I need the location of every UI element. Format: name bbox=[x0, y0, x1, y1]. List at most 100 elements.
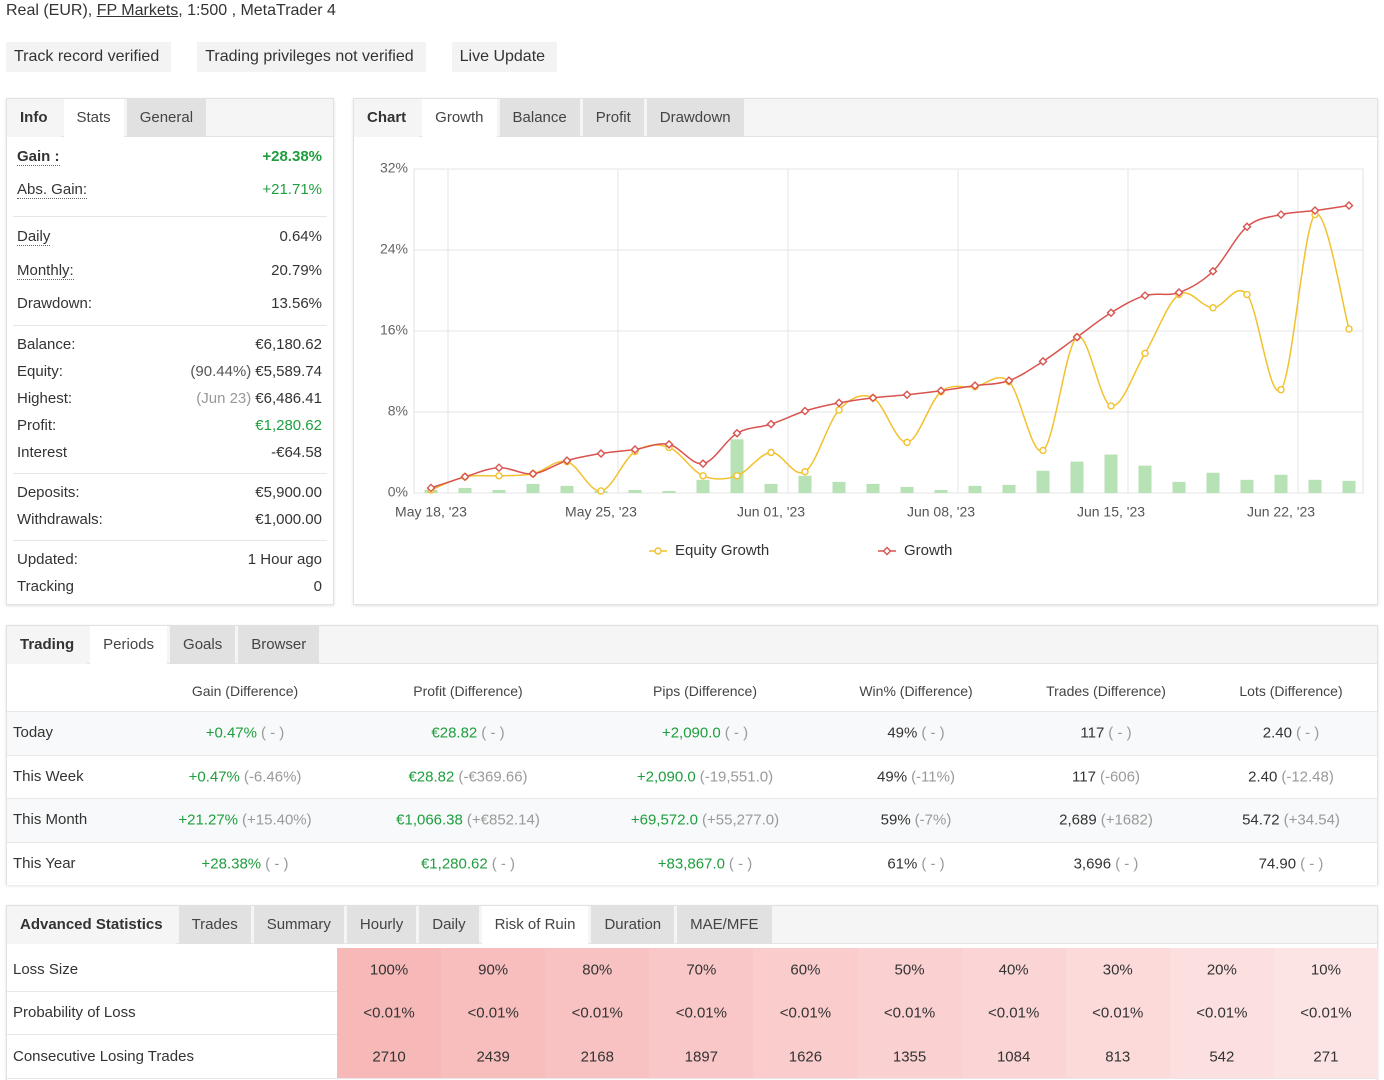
stat-value-text: +21.71% bbox=[262, 181, 322, 198]
tab[interactable]: Hourly bbox=[346, 906, 417, 944]
legend-label[interactable]: Equity Growth bbox=[675, 542, 769, 559]
cell-value: +83,867.0 bbox=[657, 855, 725, 872]
y-tick-label: 16% bbox=[380, 322, 408, 338]
table-cell: +21.27% (+15.40%) bbox=[178, 812, 311, 829]
tab[interactable]: Periods bbox=[90, 626, 168, 664]
tab[interactable]: Stats bbox=[63, 99, 124, 137]
column-header: Gain (Difference) bbox=[191, 683, 299, 699]
badge-label: Track record verified bbox=[14, 48, 160, 65]
table-cell: 2.40( - ) bbox=[1263, 725, 1320, 742]
table-cell: 117 (-606) bbox=[1072, 768, 1140, 785]
cell-diff: ( - ) bbox=[921, 724, 945, 742]
cell-value: 3,696 bbox=[1073, 855, 1112, 872]
tab[interactable]: Advanced Statistics bbox=[7, 906, 176, 944]
row-label: Probability of Loss bbox=[13, 1004, 136, 1022]
column-header: Trades (Difference) bbox=[1046, 683, 1166, 699]
stat-value-text: +28.38% bbox=[262, 148, 322, 165]
tab[interactable]: Browser bbox=[238, 626, 320, 664]
cell-value: €28.82 bbox=[431, 724, 478, 742]
tab-bar: Chart Growth Balance Profit Drawdown bbox=[354, 99, 1377, 137]
row-band bbox=[7, 754, 1377, 798]
tab[interactable]: Trades bbox=[178, 906, 251, 944]
point bbox=[460, 472, 470, 482]
cell-value: +2,090.0 bbox=[636, 768, 696, 785]
bar bbox=[1274, 474, 1288, 493]
tab[interactable]: Trading bbox=[7, 626, 88, 664]
risk-cell-bg bbox=[1273, 1034, 1379, 1078]
risk-cell: 2439 bbox=[476, 1048, 510, 1066]
badge: Track record verified bbox=[6, 42, 172, 72]
table-cell: 3,696( - ) bbox=[1074, 855, 1139, 872]
table-cell: +0.47%( - ) bbox=[206, 725, 285, 742]
tab[interactable]: Duration bbox=[591, 906, 675, 944]
tab[interactable]: Profit bbox=[582, 99, 644, 137]
risk-cell-bg bbox=[961, 948, 1067, 992]
risk-cell: 813 bbox=[1105, 1048, 1131, 1066]
stat-value: €6,180.62 bbox=[255, 335, 322, 355]
stat-value-text: €6,180.62 bbox=[255, 336, 322, 353]
tab[interactable]: Balance bbox=[499, 99, 580, 137]
tab[interactable]: General bbox=[126, 99, 207, 137]
stat-value: 0 bbox=[314, 577, 322, 597]
cell-diff: (-6.46%) bbox=[243, 768, 302, 785]
risk-cell: 1355 bbox=[892, 1048, 927, 1066]
tab[interactable]: Info bbox=[7, 99, 61, 137]
point bbox=[698, 459, 708, 469]
stat-value-text: €5,900.00 bbox=[255, 484, 322, 501]
stat-label-text: Monthly: bbox=[17, 261, 74, 280]
tab[interactable]: Growth bbox=[422, 99, 497, 137]
bar bbox=[968, 485, 982, 493]
tab[interactable]: Daily bbox=[419, 906, 479, 944]
cell-diff: ( - ) bbox=[1108, 724, 1132, 742]
risk-cell-bg bbox=[1169, 1034, 1275, 1078]
point bbox=[1276, 210, 1286, 220]
tab[interactable]: MAE/MFE bbox=[677, 906, 772, 944]
cell-diff: (+34.54) bbox=[1283, 811, 1340, 829]
bar bbox=[1342, 480, 1356, 493]
cell-diff: ( - ) bbox=[260, 724, 285, 742]
stat-value: (90.44%) €5,589.74 bbox=[190, 362, 322, 382]
row-label: Today bbox=[13, 724, 54, 741]
stat-note: (Jun 23) bbox=[196, 390, 252, 407]
cell-diff: ( - ) bbox=[265, 855, 289, 872]
tab[interactable]: Goals bbox=[170, 626, 236, 664]
bar bbox=[1172, 481, 1186, 493]
risk-cell: <0.01% bbox=[779, 1004, 832, 1022]
risk-cell: 2168 bbox=[580, 1048, 614, 1066]
risk-cell: <0.01% bbox=[467, 1004, 519, 1022]
stat-value: -€64.58 bbox=[271, 443, 322, 463]
stat-value-text: 1 Hour ago bbox=[247, 551, 322, 568]
point bbox=[868, 393, 878, 403]
badges: Track record verified Trading privileges … bbox=[6, 42, 583, 72]
tab-bar: Trading Periods Goals Browser bbox=[7, 626, 1377, 664]
cell-value: 74.90 bbox=[1258, 855, 1297, 872]
point bbox=[495, 472, 503, 480]
point bbox=[1174, 288, 1184, 298]
tab[interactable]: Risk of Ruin bbox=[481, 906, 589, 944]
bar bbox=[1308, 479, 1322, 493]
tab[interactable]: Chart bbox=[354, 99, 420, 137]
cell-diff: ( - ) bbox=[1115, 855, 1139, 872]
risk-cell: 1626 bbox=[788, 1048, 823, 1066]
risk-cell: <0.01% bbox=[987, 1004, 1040, 1022]
cell-value: 54.72 bbox=[1242, 811, 1280, 829]
stat-value: (Jun 23) €6,486.41 bbox=[196, 389, 322, 409]
broker-link[interactable]: FP Markets bbox=[96, 2, 179, 19]
bar bbox=[1104, 454, 1118, 493]
bar bbox=[798, 475, 812, 493]
point bbox=[1004, 376, 1014, 386]
tab[interactable]: Summary bbox=[253, 906, 344, 944]
legend-label[interactable]: Growth bbox=[904, 542, 952, 559]
table-cell: 2.40 (-12.48) bbox=[1248, 768, 1334, 785]
point bbox=[426, 483, 436, 493]
table-cell: 74.90( - ) bbox=[1259, 855, 1324, 872]
stat-label: Deposits: bbox=[17, 483, 80, 503]
x-tick-label: Jun 08, '23 bbox=[907, 504, 975, 520]
stat-label-text: Profit: bbox=[17, 417, 57, 434]
tab[interactable]: Drawdown bbox=[646, 99, 744, 137]
bar bbox=[934, 489, 948, 493]
point bbox=[733, 472, 741, 480]
point bbox=[1345, 325, 1353, 333]
cell-diff: (-19,551.0) bbox=[699, 768, 774, 785]
risk-cell-bg bbox=[545, 1034, 650, 1078]
